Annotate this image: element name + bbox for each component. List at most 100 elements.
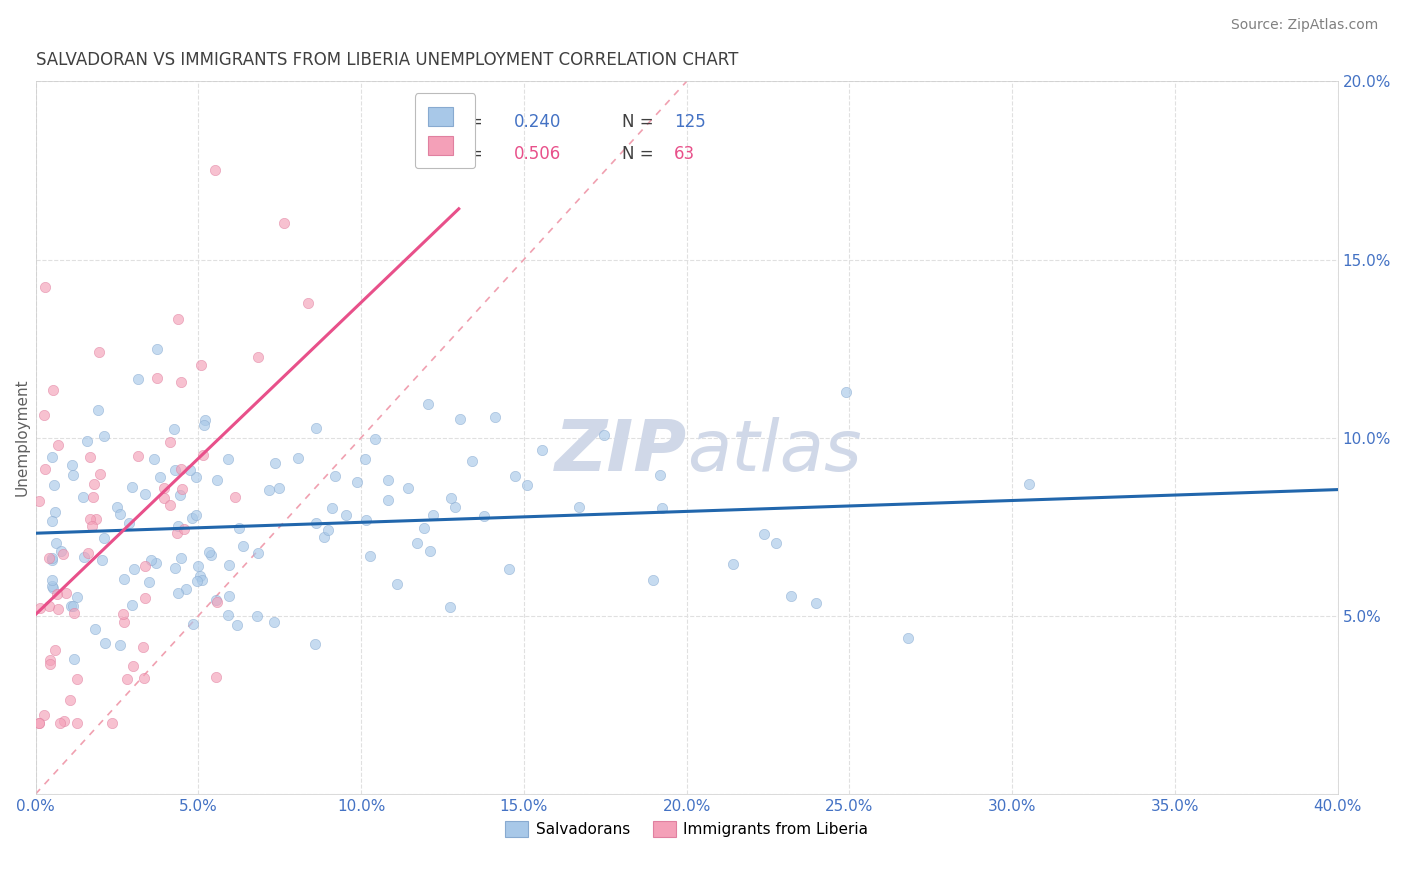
Point	[498, 562, 520, 576]
Point	[200, 548, 222, 562]
Point	[186, 508, 208, 523]
Point	[247, 350, 270, 364]
Point	[146, 371, 169, 385]
Point	[419, 543, 441, 558]
Point	[472, 509, 495, 524]
Point	[323, 469, 346, 483]
Point	[32, 707, 55, 722]
Point	[41, 450, 63, 464]
Point	[170, 482, 193, 496]
Point	[198, 545, 221, 559]
Point	[593, 427, 616, 442]
Point	[205, 593, 228, 607]
Text: SALVADORAN VS IMMIGRANTS FROM LIBERIA UNEMPLOYMENT CORRELATION CHART: SALVADORAN VS IMMIGRANTS FROM LIBERIA UN…	[35, 51, 738, 69]
Text: R =: R =	[453, 113, 488, 131]
Point	[44, 643, 66, 657]
Point	[66, 590, 89, 604]
Point	[439, 491, 461, 505]
Text: R =: R =	[453, 145, 488, 163]
Text: 125: 125	[673, 113, 706, 131]
Point	[353, 452, 375, 467]
Point	[94, 635, 117, 649]
Point	[48, 715, 70, 730]
Point	[145, 557, 167, 571]
Point	[46, 438, 69, 452]
Point	[187, 559, 209, 574]
Point	[62, 468, 84, 483]
Point	[79, 450, 101, 465]
Point	[117, 516, 139, 530]
Point	[46, 587, 69, 601]
Text: 0.240: 0.240	[513, 113, 561, 131]
Point	[377, 493, 399, 508]
Point	[897, 631, 920, 645]
Point	[34, 280, 56, 294]
Point	[247, 546, 270, 560]
Point	[263, 457, 285, 471]
Point	[108, 638, 131, 652]
Point	[259, 483, 281, 497]
Point	[167, 519, 190, 533]
Point	[93, 428, 115, 442]
Point	[143, 451, 166, 466]
Point	[205, 473, 228, 487]
Point	[114, 615, 136, 629]
Point	[87, 345, 110, 359]
Point	[449, 411, 471, 425]
Point	[42, 581, 65, 595]
Point	[112, 572, 135, 586]
Point	[166, 586, 188, 600]
Point	[232, 539, 254, 553]
Point	[416, 397, 439, 411]
Point	[190, 358, 212, 372]
Point	[52, 548, 75, 562]
Point	[101, 715, 124, 730]
Text: 63: 63	[673, 145, 695, 163]
Point	[139, 553, 162, 567]
Point	[79, 512, 101, 526]
Point	[304, 637, 326, 651]
Point	[165, 561, 187, 575]
Point	[108, 507, 131, 521]
Point	[1018, 477, 1040, 491]
Point	[41, 550, 63, 565]
Point	[228, 521, 250, 535]
Point	[62, 599, 84, 613]
Point	[121, 480, 143, 494]
Point	[287, 450, 309, 465]
Text: N =: N =	[621, 145, 658, 163]
Point	[304, 421, 326, 435]
Point	[321, 500, 343, 515]
Point	[80, 519, 103, 533]
Point	[170, 462, 193, 476]
Point	[169, 488, 191, 502]
Point	[186, 574, 208, 589]
Point	[53, 714, 76, 728]
Point	[413, 521, 436, 535]
Point	[59, 693, 82, 707]
Point	[41, 579, 63, 593]
Point	[193, 417, 215, 432]
Point	[650, 468, 672, 483]
Point	[305, 516, 328, 530]
Point	[44, 477, 66, 491]
Point	[46, 602, 69, 616]
Point	[165, 463, 187, 477]
Point	[44, 505, 66, 519]
Point	[28, 493, 51, 508]
Point	[806, 596, 828, 610]
Point	[312, 530, 335, 544]
Point	[159, 434, 181, 449]
Point	[835, 384, 858, 399]
Point	[405, 536, 427, 550]
Point	[246, 609, 269, 624]
Point	[28, 600, 51, 615]
Point	[28, 715, 51, 730]
Point	[531, 443, 554, 458]
Point	[82, 490, 104, 504]
Point	[93, 531, 115, 545]
Point	[396, 481, 419, 495]
Text: ZIP: ZIP	[554, 417, 686, 486]
Point	[134, 487, 156, 501]
Point	[60, 458, 83, 473]
